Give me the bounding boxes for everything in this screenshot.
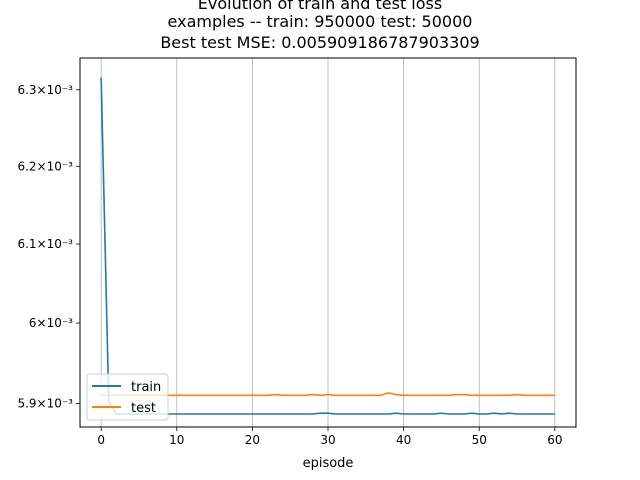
- x-tick-label: 50: [472, 433, 487, 447]
- x-axis-ticks: 0 10 20 30 40 50 60: [97, 427, 562, 447]
- chart-title-line-2: examples -- train: 950000 test: 50000: [167, 12, 473, 31]
- legend: train test: [86, 373, 169, 421]
- y-tick-label: 6.1×10⁻³: [17, 237, 73, 251]
- chart-title-line-1: Evolution of train and test loss: [197, 0, 443, 13]
- chart-title-line-3: Best test MSE: 0.005909186787903309: [160, 33, 480, 52]
- y-tick-label: 5.9×10⁻³: [17, 396, 73, 410]
- series-lines: [100, 77, 555, 415]
- x-tick-label: 60: [547, 433, 562, 447]
- x-tick-label: 10: [169, 433, 184, 447]
- legend-label-test: test: [131, 401, 156, 416]
- y-tick-label: 6.2×10⁻³: [17, 159, 73, 173]
- x-tick-label: 20: [245, 433, 260, 447]
- series-line-train: [100, 77, 555, 415]
- x-tick-label: 40: [396, 433, 411, 447]
- gridlines: [100, 58, 556, 427]
- y-axis-ticks: 5.9×10⁻³ 6×10⁻³ 6.1×10⁻³ 6.2×10⁻³ 6.3×10⁻³: [17, 83, 80, 410]
- x-axis-label: episode: [303, 456, 354, 471]
- x-tick-label: 0: [97, 433, 105, 447]
- y-tick-label: 6×10⁻³: [29, 316, 73, 330]
- legend-label-train: train: [131, 380, 161, 395]
- x-tick-label: 30: [320, 433, 335, 447]
- y-tick-label: 6.3×10⁻³: [17, 83, 73, 97]
- series-line-test: [101, 392, 555, 397]
